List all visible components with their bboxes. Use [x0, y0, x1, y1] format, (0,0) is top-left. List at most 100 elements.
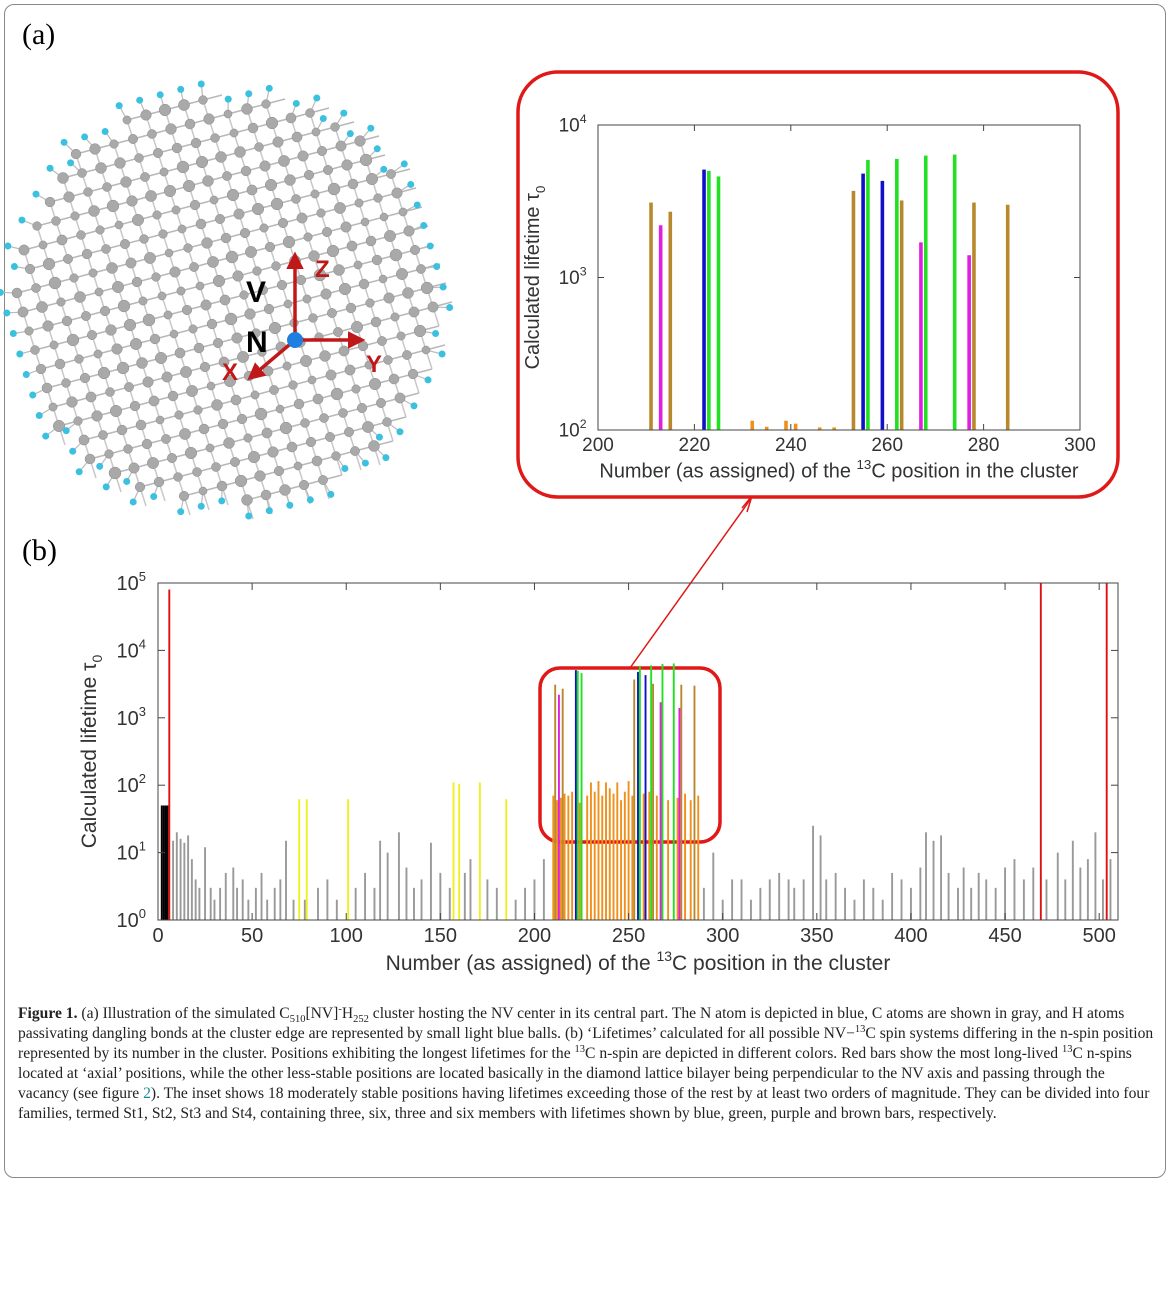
bar: [524, 888, 526, 920]
c-atom: [124, 319, 136, 331]
c-atom: [127, 196, 138, 207]
bar: [643, 794, 645, 920]
c-atom: [43, 321, 54, 332]
c-atom: [117, 425, 127, 435]
bar: [963, 868, 965, 920]
c-atom: [313, 394, 323, 404]
bar: [678, 708, 680, 920]
c-atom: [255, 471, 266, 482]
c-atom: [123, 116, 131, 124]
c-atom: [268, 447, 279, 458]
bar: [957, 888, 959, 920]
bar: [556, 800, 558, 920]
c-atom: [369, 441, 380, 452]
bar: [624, 792, 626, 920]
h-atom: [29, 392, 36, 399]
caption-link[interactable]: 2: [143, 1085, 151, 1102]
c-atom: [233, 271, 244, 282]
bar: [778, 873, 780, 920]
c-atom: [19, 245, 29, 255]
bar: [421, 879, 423, 920]
bar: [1064, 879, 1066, 920]
c-atom: [200, 362, 210, 372]
bar: [919, 242, 923, 430]
c-atom: [360, 154, 372, 166]
c-atom: [155, 352, 166, 363]
x-tick-label: 450: [988, 925, 1021, 947]
c-atom: [36, 301, 47, 312]
c-atom: [351, 321, 362, 332]
x-tick-label: 400: [894, 925, 927, 947]
bar: [919, 868, 921, 920]
c-atom: [211, 134, 220, 143]
bar: [479, 782, 481, 920]
bar: [261, 873, 263, 920]
c-atom: [156, 416, 164, 424]
c-atom: [164, 311, 172, 319]
c-atom: [142, 439, 152, 449]
x-tick-label: 240: [775, 435, 807, 456]
c-atom: [354, 261, 362, 269]
c-atom: [217, 481, 227, 491]
h-atom: [81, 133, 88, 140]
bar: [835, 873, 837, 920]
c-atom: [262, 100, 271, 109]
y-tick-base: 10: [559, 421, 580, 442]
bar: [633, 680, 635, 920]
bar: [558, 695, 560, 920]
c-atom: [284, 300, 292, 308]
bar: [750, 421, 754, 430]
caption-text: 13: [1062, 1044, 1073, 1055]
c-atom: [280, 422, 292, 434]
c-atom: [361, 218, 369, 226]
bar: [639, 666, 641, 920]
c-atom: [391, 313, 399, 321]
c-atom: [383, 418, 392, 427]
c-atom: [132, 214, 143, 225]
c-atom: [121, 177, 132, 188]
bar: [172, 841, 174, 920]
bar: [690, 800, 692, 920]
c-atom: [144, 252, 155, 263]
c-atom: [94, 350, 102, 358]
h-atom: [341, 465, 348, 472]
bar: [637, 672, 639, 920]
bar: [794, 424, 798, 430]
h-atom: [157, 91, 164, 98]
c-atom: [182, 305, 192, 315]
c-atom: [234, 209, 244, 219]
bar: [669, 212, 673, 430]
bar: [562, 689, 564, 920]
bar: [1040, 583, 1042, 920]
c-atom: [77, 168, 86, 177]
n-atom: [287, 332, 303, 348]
c-atom: [110, 405, 122, 417]
bar: [567, 796, 569, 920]
c-atom: [135, 154, 144, 163]
c-atom: [235, 475, 247, 487]
bar: [948, 873, 950, 920]
h-atom: [307, 496, 314, 503]
c-atom: [196, 156, 208, 168]
bar: [741, 879, 743, 920]
c-atom: [206, 444, 214, 452]
h-atom: [407, 181, 414, 188]
c-atom: [331, 123, 340, 132]
bar: [552, 796, 554, 920]
c-atom: [120, 239, 129, 248]
y-tick-base: 10: [117, 708, 139, 730]
c-atom: [317, 209, 326, 218]
x-tick-label: 300: [1064, 435, 1096, 456]
bar: [1102, 879, 1104, 920]
c-atom: [277, 280, 287, 290]
bar: [793, 888, 795, 920]
bar: [195, 879, 197, 920]
x-axis-label: Number (as assigned) of the 13C position…: [386, 948, 891, 975]
bar: [649, 203, 653, 430]
x-tick-label: 350: [800, 925, 833, 947]
c-atom: [358, 341, 368, 351]
bar: [684, 794, 686, 920]
h-atom: [439, 351, 446, 358]
c-atom: [328, 183, 340, 195]
bar: [266, 900, 268, 920]
